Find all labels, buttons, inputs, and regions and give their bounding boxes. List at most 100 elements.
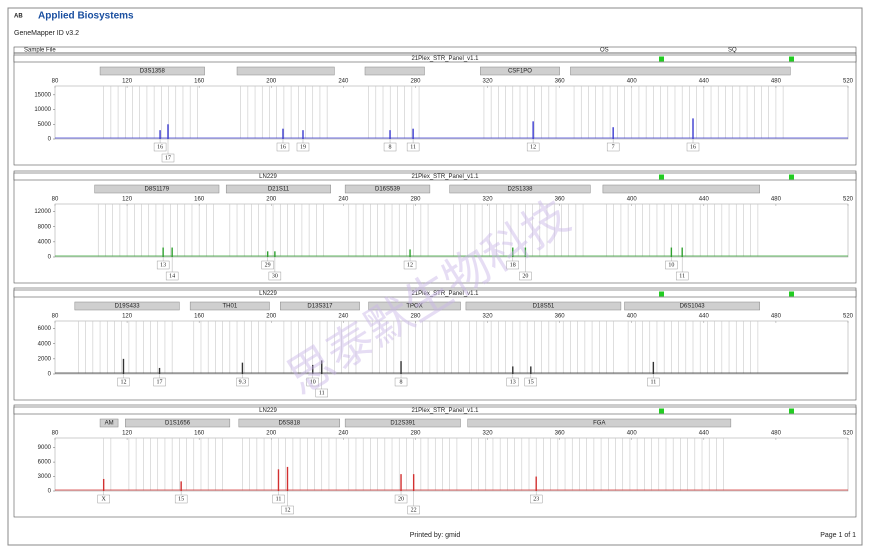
brand: Applied Biosystems bbox=[38, 11, 134, 22]
status-box bbox=[789, 291, 794, 297]
panel-name: 21Plex_STR_Panel_v1.1 bbox=[411, 56, 479, 62]
peak-label: 12 bbox=[284, 507, 290, 513]
panel-header bbox=[13, 172, 857, 181]
locus-name: D19S433 bbox=[115, 304, 141, 310]
x-tick-label: 400 bbox=[627, 314, 638, 320]
x-tick-label: 80 bbox=[52, 197, 59, 203]
page-number: Page 1 of 1 bbox=[820, 532, 856, 539]
locus-bar bbox=[344, 418, 461, 428]
y-tick-label: 6000 bbox=[38, 326, 52, 332]
peak-label: 10 bbox=[310, 379, 316, 385]
peak-label: 30 bbox=[272, 273, 278, 279]
locus-name: FGA bbox=[593, 421, 605, 427]
y-tick-label: 12000 bbox=[34, 209, 51, 215]
y-tick-label: 8000 bbox=[38, 224, 52, 230]
locus-bar bbox=[94, 184, 220, 194]
x-tick-label: 400 bbox=[627, 79, 638, 85]
x-tick-label: 480 bbox=[771, 197, 782, 203]
y-tick-label: 5000 bbox=[38, 122, 52, 128]
peak-label: 20 bbox=[398, 496, 404, 502]
locus-bar bbox=[467, 418, 732, 428]
locus-bar bbox=[449, 184, 591, 194]
logo-mark: AB bbox=[14, 14, 23, 20]
x-tick-label: 240 bbox=[338, 197, 349, 203]
x-tick-label: 400 bbox=[627, 197, 638, 203]
locus-bar bbox=[236, 66, 335, 76]
x-tick-label: 520 bbox=[843, 197, 854, 203]
peak-label-box bbox=[272, 494, 285, 504]
peak-label: 14 bbox=[169, 273, 175, 279]
peak-label: 11 bbox=[410, 144, 416, 150]
x-tick-label: 480 bbox=[771, 314, 782, 320]
peak-label: 11 bbox=[319, 390, 325, 396]
x-tick-label: 80 bbox=[52, 314, 59, 320]
x-tick-label: 440 bbox=[699, 197, 710, 203]
locus-bar bbox=[74, 301, 180, 311]
y-tick-label: 6000 bbox=[38, 460, 52, 466]
locus-bar bbox=[570, 66, 791, 76]
locus-name: TPOX bbox=[406, 304, 422, 310]
locus-bar bbox=[344, 184, 431, 194]
panel-header bbox=[13, 406, 857, 415]
panel-frame bbox=[13, 170, 857, 284]
y-tick-label: 0 bbox=[48, 372, 52, 378]
status-box bbox=[789, 56, 794, 62]
locus-name: D8S1179 bbox=[145, 187, 170, 193]
locus-name: TH01 bbox=[222, 304, 237, 310]
peak-label: 23 bbox=[533, 496, 539, 502]
x-tick-label: 440 bbox=[699, 79, 710, 85]
locus-bar bbox=[602, 184, 760, 194]
peak-label-box bbox=[306, 377, 319, 387]
panel-frame bbox=[13, 404, 857, 518]
peak-label: 29 bbox=[265, 262, 271, 268]
panel-frame bbox=[13, 52, 857, 166]
plot-area bbox=[54, 85, 849, 140]
peak-label-box bbox=[281, 505, 294, 515]
peak-label-box bbox=[686, 142, 700, 152]
locus-bar bbox=[624, 301, 760, 311]
locus-bar bbox=[465, 301, 622, 311]
x-tick-label: 480 bbox=[771, 79, 782, 85]
peak-label-box bbox=[524, 377, 537, 387]
peak-label-box bbox=[276, 142, 290, 152]
x-tick-label: 440 bbox=[699, 314, 710, 320]
peak-label-box bbox=[165, 271, 179, 281]
peak-label: 12 bbox=[407, 262, 413, 268]
peak-label-box bbox=[97, 494, 110, 504]
peak-label: 20 bbox=[522, 273, 528, 279]
x-tick-label: 280 bbox=[410, 79, 421, 85]
peak-label-box bbox=[153, 142, 167, 152]
y-tick-label: 0 bbox=[48, 255, 52, 261]
y-tick-label: 3000 bbox=[38, 474, 52, 480]
locus-name: D13S317 bbox=[307, 304, 333, 310]
peak-label: 17 bbox=[165, 155, 171, 161]
sample-name: LN229 bbox=[259, 408, 277, 414]
locus-bar bbox=[99, 418, 119, 428]
locus-name: D12S391 bbox=[390, 421, 416, 427]
locus-name: D3S1358 bbox=[140, 69, 166, 75]
peak-label-box bbox=[394, 377, 408, 387]
x-tick-label: 80 bbox=[52, 431, 59, 437]
locus-bar bbox=[189, 301, 270, 311]
peak-label-box bbox=[156, 260, 170, 270]
printed-by: Printed by: gmid bbox=[410, 532, 461, 539]
peak-label: 12 bbox=[530, 144, 536, 150]
x-tick-label: 240 bbox=[338, 431, 349, 437]
peak-label: 11 bbox=[276, 496, 282, 502]
peak-label: 7 bbox=[612, 144, 615, 150]
x-tick-label: 120 bbox=[122, 314, 133, 320]
locus-bar bbox=[364, 66, 425, 76]
x-tick-label: 160 bbox=[194, 314, 205, 320]
panel-frame bbox=[13, 287, 857, 401]
peak-label: 16 bbox=[690, 144, 696, 150]
peak-label: 13 bbox=[160, 262, 166, 268]
peak-label-box bbox=[647, 377, 660, 387]
peak-label-box bbox=[236, 377, 249, 387]
x-tick-label: 520 bbox=[843, 314, 854, 320]
panel-header bbox=[13, 289, 857, 298]
peak-label: 11 bbox=[650, 379, 656, 385]
peak-label: 9.3 bbox=[239, 379, 247, 385]
sample-name: LN229 bbox=[259, 174, 277, 180]
locus-name: D18S51 bbox=[533, 304, 555, 310]
x-tick-label: 240 bbox=[338, 79, 349, 85]
